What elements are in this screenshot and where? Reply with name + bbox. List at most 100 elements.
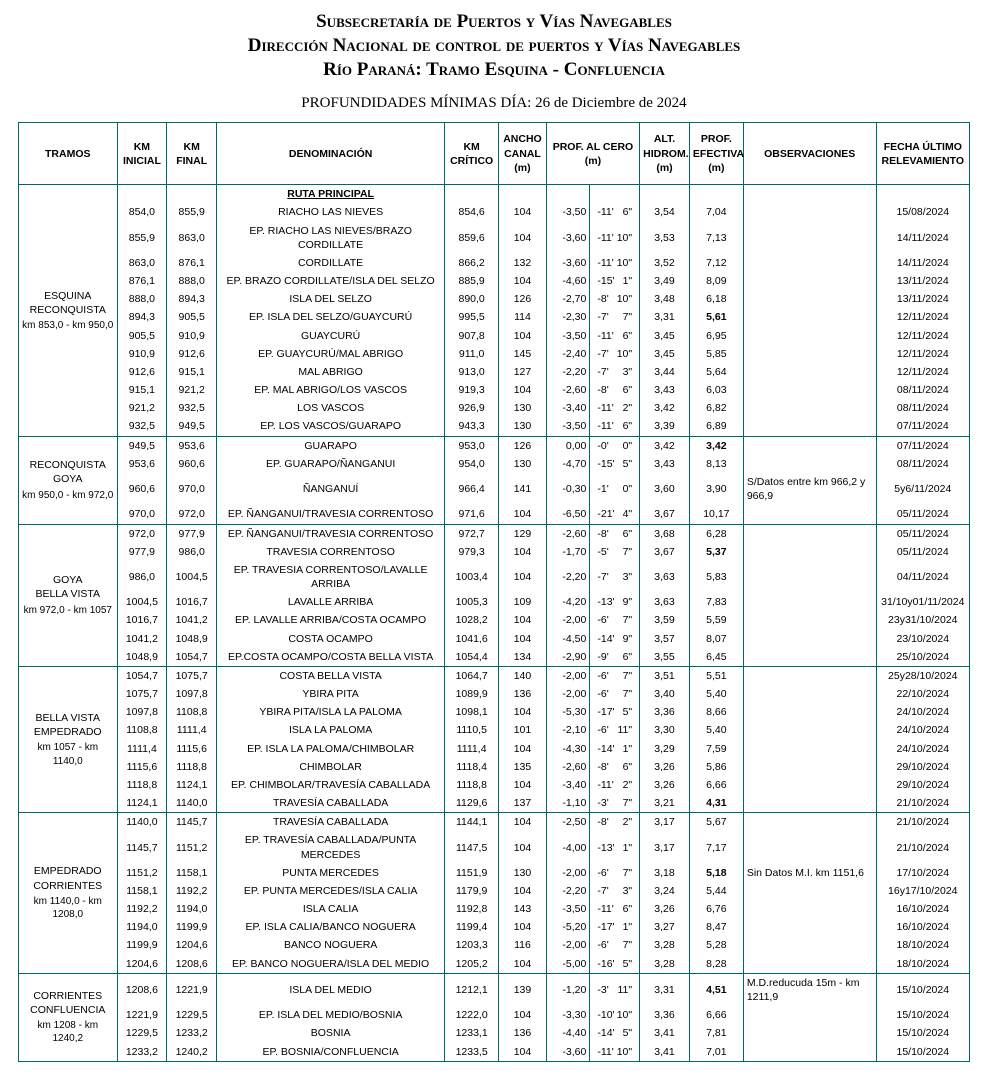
cell-alt-hidrom: 3,55 — [640, 648, 690, 667]
cell-observaciones — [743, 776, 876, 794]
cell-km-critico: 1179,9 — [445, 882, 499, 900]
cell-alt-hidrom: 3,52 — [640, 254, 690, 272]
cell-fecha: 22/10/2024 — [876, 685, 969, 703]
cell-prof-efectiva: 7,59 — [689, 740, 743, 758]
table-row: 855,9863,0EP. RIACHO LAS NIEVES/BRAZO CO… — [19, 222, 970, 254]
cell-ancho-canal: 109 — [499, 593, 547, 611]
cell-prof-m: -5,00 — [546, 955, 590, 974]
cell-ancho-canal: 104 — [499, 882, 547, 900]
cell-km-critico: 854,6 — [445, 203, 499, 221]
cell-ancho-canal: 104 — [499, 740, 547, 758]
cell-fecha: 07/11/2024 — [876, 436, 969, 455]
cell-ancho-canal: 104 — [499, 203, 547, 221]
cell-prof-m: 0,00 — [546, 436, 590, 455]
cell-km-critico: 966,4 — [445, 473, 499, 505]
cell-km-final: 1016,7 — [167, 593, 217, 611]
cell-km-inicial: 932,5 — [117, 417, 167, 436]
cell-denominacion: EP. ISLA DEL SELZO/GUAYCURÚ — [217, 308, 445, 326]
cell-prof-ftin: -7'7" — [590, 308, 640, 326]
cell-prof-m: -2,20 — [546, 561, 590, 593]
cell-prof-m: -3,40 — [546, 399, 590, 417]
table-row: 854,0855,9RIACHO LAS NIEVES854,6104-3,50… — [19, 203, 970, 221]
section-name: GOYABELLA VISTAkm 972,0 - km 1057 — [19, 524, 118, 666]
cell-prof-efectiva: 8,28 — [689, 955, 743, 974]
cell-prof-efectiva: 7,81 — [689, 1024, 743, 1042]
cell-fecha: 24/10/2024 — [876, 740, 969, 758]
cell-km-final: 1192,2 — [167, 882, 217, 900]
cell-prof-m: -2,20 — [546, 363, 590, 381]
cell-km-inicial: 960,6 — [117, 473, 167, 505]
cell-ancho-canal: 104 — [499, 611, 547, 629]
cell-ancho-canal: 104 — [499, 831, 547, 863]
cell-km-inicial: 894,3 — [117, 308, 167, 326]
cell-km-inicial: 1041,2 — [117, 630, 167, 648]
cell-alt-hidrom: 3,40 — [640, 685, 690, 703]
cell-prof-ftin: -14'1" — [590, 740, 640, 758]
cell-alt-hidrom: 3,68 — [640, 524, 690, 543]
cell-km-inicial: 953,6 — [117, 455, 167, 473]
cell-denominacion: EP. TRAVESIA CORRENTOSO/LAVALLE ARRIBA — [217, 561, 445, 593]
cell-denominacion: EP. MAL ABRIGO/LOS VASCOS — [217, 381, 445, 399]
cell-fecha: 24/10/2024 — [876, 721, 969, 739]
cell-prof-efectiva: 3,90 — [689, 473, 743, 505]
cell-km-critico: 1118,8 — [445, 776, 499, 794]
cell-prof-m: -2,20 — [546, 882, 590, 900]
cell-alt-hidrom: 3,54 — [640, 203, 690, 221]
cell-prof-ftin: -6'7" — [590, 864, 640, 882]
cell-observaciones — [743, 399, 876, 417]
cell-prof-m: -2,60 — [546, 524, 590, 543]
cell-prof-efectiva: 5,28 — [689, 936, 743, 954]
cell-denominacion: ISLA DEL MEDIO — [217, 973, 445, 1006]
cell-km-critico: 1147,5 — [445, 831, 499, 863]
cell-prof-m: -3,50 — [546, 900, 590, 918]
table-row: 1158,11192,2EP. PUNTA MERCEDES/ISLA CALI… — [19, 882, 970, 900]
cell-observaciones — [743, 882, 876, 900]
cell-km-final: 1240,2 — [167, 1043, 217, 1062]
table-row: GOYABELLA VISTAkm 972,0 - km 1057972,097… — [19, 524, 970, 543]
cell-prof-ftin: -17'5" — [590, 703, 640, 721]
cell-km-critico: 1205,2 — [445, 955, 499, 974]
cell-observaciones — [743, 740, 876, 758]
cell-prof-m: -2,40 — [546, 345, 590, 363]
section-name: EMPEDRADOCORRIENTESkm 1140,0 - km 1208,0 — [19, 813, 118, 974]
table-row: RECONQUISTAGOYAkm 950,0 - km 972,0949,59… — [19, 436, 970, 455]
cell-prof-ftin: -13'9" — [590, 593, 640, 611]
cell-prof-efectiva: 4,51 — [689, 973, 743, 1006]
cell-ancho-canal: 132 — [499, 254, 547, 272]
cell-prof-ftin: -11'6" — [590, 327, 640, 345]
cell-fecha: 08/11/2024 — [876, 455, 969, 473]
table-row: 953,6960,6EP. GUARAPO/ÑANGANUI954,0130-4… — [19, 455, 970, 473]
cell-alt-hidrom: 3,43 — [640, 381, 690, 399]
cell-denominacion: GUARAPO — [217, 436, 445, 455]
cell-alt-hidrom: 3,26 — [640, 900, 690, 918]
cell-observaciones — [743, 505, 876, 524]
cell-observaciones — [743, 955, 876, 974]
cell-km-critico: 1151,9 — [445, 864, 499, 882]
cell-fecha: 13/11/2024 — [876, 290, 969, 308]
table-row: 1004,51016,7LAVALLE ARRIBA1005,3109-4,20… — [19, 593, 970, 611]
cell-observaciones — [743, 936, 876, 954]
cell-fecha: 21/10/2024 — [876, 794, 969, 813]
cell-prof-ftin: -6'7" — [590, 611, 640, 629]
cell-denominacion: EP. TRAVESÍA CABALLADA/PUNTA MERCEDES — [217, 831, 445, 863]
cell-denominacion: EP. GUARAPO/ÑANGANUI — [217, 455, 445, 473]
cell-prof-ftin: -11'2" — [590, 399, 640, 417]
cell-observaciones — [743, 758, 876, 776]
cell-km-final: 915,1 — [167, 363, 217, 381]
cell-km-final: 1115,6 — [167, 740, 217, 758]
cell-denominacion: EP. BANCO NOGUERA/ISLA DEL MEDIO — [217, 955, 445, 974]
col-km-inicial: KM INICIAL — [117, 123, 167, 185]
cell-denominacion: LAVALLE ARRIBA — [217, 593, 445, 611]
cell-denominacion: MAL ABRIGO — [217, 363, 445, 381]
cell-km-inicial: 1140,0 — [117, 813, 167, 832]
cell-prof-efectiva: 6,66 — [689, 1006, 743, 1024]
section-name: BELLA VISTAEMPEDRADOkm 1057 - km 1140,0 — [19, 666, 118, 812]
cell-prof-efectiva: 6,76 — [689, 900, 743, 918]
table-row: 1124,11140,0TRAVESÍA CABALLADA1129,6137-… — [19, 794, 970, 813]
cell-fecha: 23y31/10/2024 — [876, 611, 969, 629]
cell-observaciones — [743, 1006, 876, 1024]
cell-km-inicial: 1158,1 — [117, 882, 167, 900]
cell-alt-hidrom: 3,21 — [640, 794, 690, 813]
cell-prof-ftin: -1'0" — [590, 473, 640, 505]
cell-observaciones — [743, 831, 876, 863]
